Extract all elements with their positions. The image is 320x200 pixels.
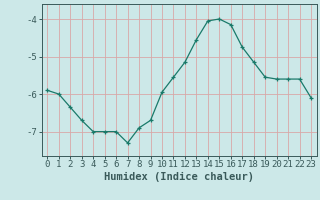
X-axis label: Humidex (Indice chaleur): Humidex (Indice chaleur)	[104, 172, 254, 182]
